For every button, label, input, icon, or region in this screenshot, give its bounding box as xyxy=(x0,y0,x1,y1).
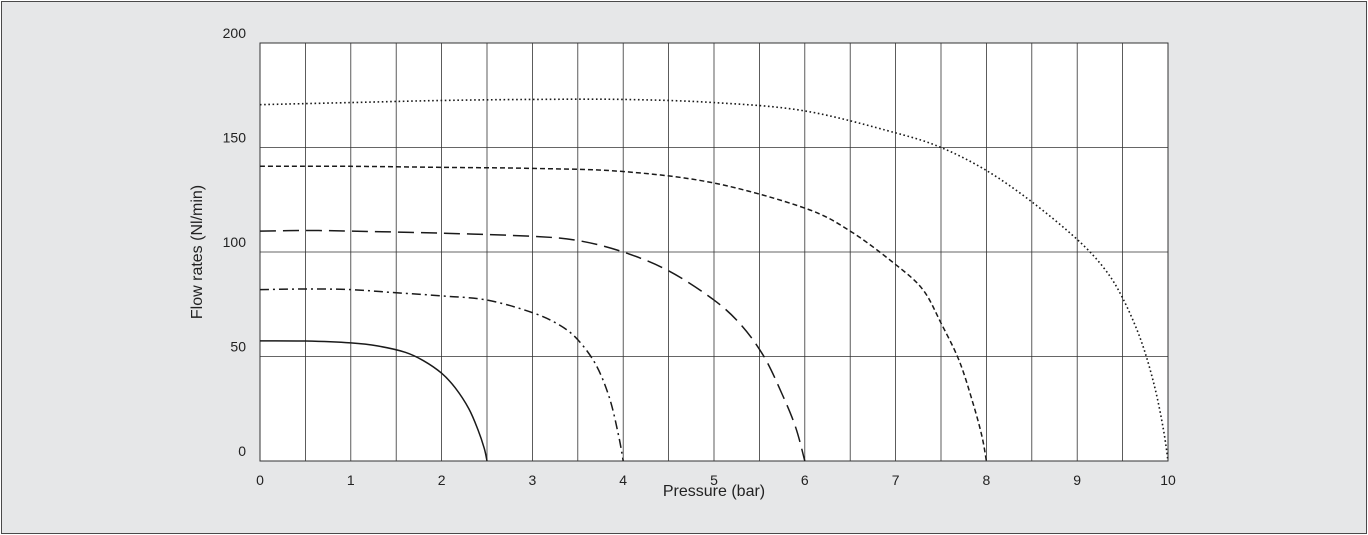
plot-border xyxy=(259,42,1169,462)
x-tick-label: 2 xyxy=(438,472,446,488)
y-tick-label: 150 xyxy=(223,130,247,146)
x-tick-label: 7 xyxy=(892,472,900,488)
x-tick-label: 9 xyxy=(1073,472,1081,488)
curve-solid xyxy=(259,340,488,462)
x-tick-label: 5 xyxy=(710,472,718,488)
curve-dotted xyxy=(259,98,1169,462)
grid xyxy=(259,42,1169,462)
curve-dashed xyxy=(259,165,988,462)
x-axis-label: Pressure (bar) xyxy=(663,483,765,500)
y-tick-labels: 0 50 100 150 200 xyxy=(223,25,247,459)
y-tick-label: 100 xyxy=(223,234,247,250)
x-tick-label: 8 xyxy=(983,472,991,488)
y-axis-label: Flow rates (Nl/min) xyxy=(189,185,206,319)
x-tick-label: 10 xyxy=(1160,472,1176,488)
x-tick-label: 4 xyxy=(619,472,627,488)
y-tick-label: 0 xyxy=(238,443,246,459)
y-tick-label: 200 xyxy=(223,25,247,41)
curves xyxy=(259,98,1169,462)
curve-long-dash xyxy=(259,229,806,462)
x-tick-label: 1 xyxy=(347,472,355,488)
x-tick-label: 6 xyxy=(801,472,809,488)
y-tick-label: 50 xyxy=(230,339,246,355)
curve-dash-dot xyxy=(259,288,624,462)
x-tick-label: 0 xyxy=(256,472,264,488)
x-tick-label: 3 xyxy=(529,472,537,488)
x-tick-labels: 0 1 2 3 4 5 6 7 8 9 10 xyxy=(256,472,1176,488)
